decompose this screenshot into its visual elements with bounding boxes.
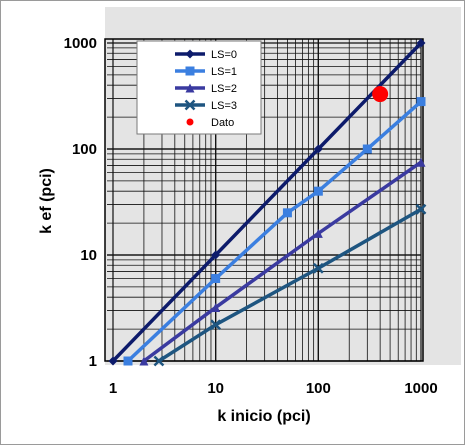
legend-label: LS=0 — [211, 49, 237, 61]
series-line — [126, 100, 423, 363]
legend: LS=0 LS=1 LS=2 LS=3 Dato — [136, 40, 262, 135]
y-tick-label: 100 — [72, 141, 97, 158]
series-dato — [372, 86, 389, 103]
data-point — [185, 83, 195, 93]
data-point — [123, 356, 133, 366]
y-tick-label: 1 — [89, 353, 97, 370]
legend-entry: LS=2 — [175, 83, 237, 95]
data-point — [185, 66, 195, 76]
data-point — [185, 49, 195, 59]
data-point — [108, 356, 118, 366]
legend-label: LS=2 — [211, 83, 237, 95]
data-point — [313, 144, 323, 154]
x-tick-label: 10 — [207, 380, 224, 397]
data-point — [211, 274, 221, 284]
data-point — [153, 355, 165, 367]
data-point — [210, 319, 222, 331]
legend-entry: Dato — [186, 117, 234, 129]
data-point — [282, 208, 292, 218]
series-ls-1 — [123, 97, 426, 366]
legend-label: Dato — [211, 117, 234, 129]
x-tick-label: 100 — [306, 380, 331, 397]
series-ls-3 — [153, 203, 427, 367]
series-layer — [108, 38, 427, 367]
data-point — [139, 356, 149, 366]
y-tick-label: 10 — [80, 247, 97, 264]
legend-point — [186, 118, 194, 126]
series-ls-0 — [108, 38, 426, 366]
data-point — [416, 97, 426, 107]
data-point — [313, 228, 323, 238]
data-point — [211, 250, 221, 260]
data-point — [415, 203, 427, 215]
series-line — [142, 160, 422, 363]
legend-entry: LS=3 — [175, 99, 237, 112]
data-point — [416, 38, 426, 48]
legend-label: LS=1 — [211, 66, 237, 78]
data-point — [312, 262, 324, 274]
series-line — [157, 207, 422, 363]
plot-border — [104, 38, 424, 362]
x-tick-label: 1 — [109, 380, 117, 397]
data-point — [184, 99, 196, 111]
data-point — [416, 157, 426, 167]
data-point — [372, 86, 389, 103]
legend-entry: LS=1 — [175, 66, 237, 78]
data-point — [211, 302, 221, 312]
legend-entry: LS=0 — [175, 49, 237, 61]
series-ls-2 — [139, 157, 426, 366]
data-point — [362, 144, 372, 154]
x-axis-label: k inicio (pci) — [217, 408, 310, 425]
y-tick-label: 1000 — [64, 35, 97, 52]
tick-labels: 1 10 100 1000 1 10 100 1000 — [64, 35, 438, 397]
y-axis-label: k ef (pci) — [38, 168, 55, 234]
data-point — [313, 186, 323, 196]
series-line — [111, 41, 423, 363]
x-tick-label: 1000 — [404, 380, 437, 397]
legend-label: LS=3 — [211, 100, 237, 112]
